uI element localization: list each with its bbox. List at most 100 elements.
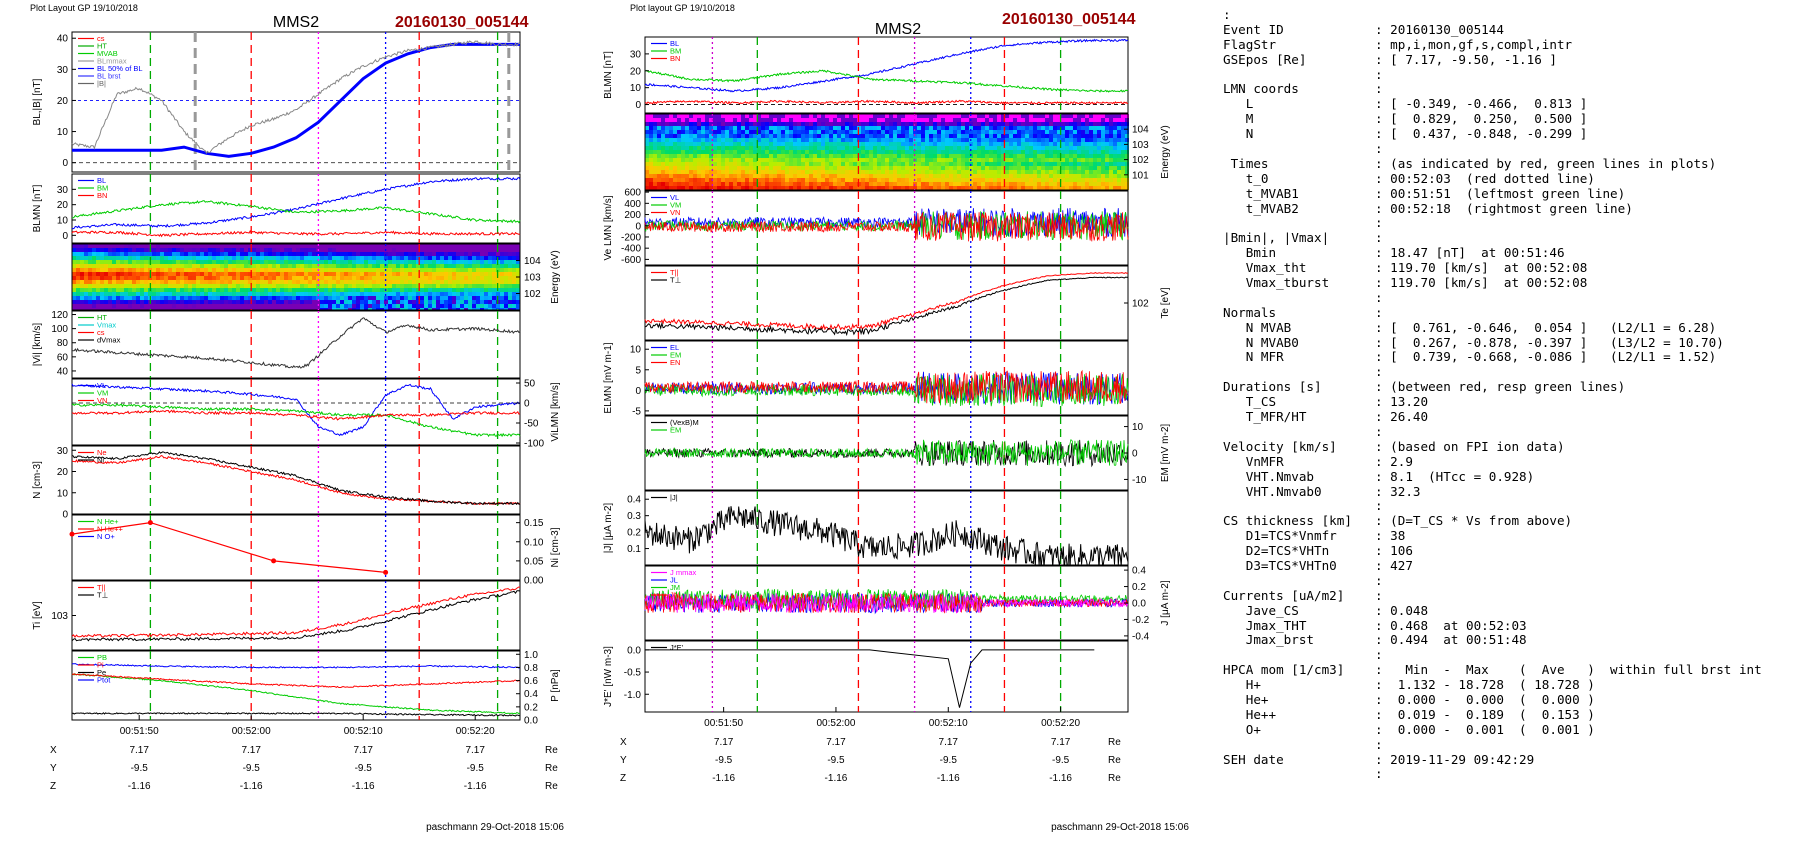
spectrogram-cell <box>785 146 789 150</box>
spectrogram-cell <box>264 288 268 292</box>
spectrogram-cell <box>456 260 460 264</box>
spectrogram-cell <box>240 248 244 252</box>
spectrogram-cell <box>312 300 316 304</box>
spectrogram-cell <box>989 134 993 138</box>
spectrogram-cell <box>1109 118 1113 122</box>
spectrogram-cell <box>300 268 304 272</box>
spectrogram-cell <box>1057 174 1061 178</box>
spectrogram-cell <box>745 122 749 126</box>
spectrogram-cell <box>492 280 496 284</box>
spectrogram-cell <box>973 170 977 174</box>
spectrogram-cell <box>777 126 781 130</box>
spectrogram-cell <box>1109 166 1113 170</box>
spectrogram-cell <box>889 174 893 178</box>
spectrogram-cell <box>953 130 957 134</box>
spectrogram-cell <box>484 256 488 260</box>
spectrogram-cell <box>861 182 865 186</box>
spectrogram-cell <box>737 166 741 170</box>
spectrogram-cell <box>1105 130 1109 134</box>
spectrogram-cell <box>821 134 825 138</box>
spectrogram-cell <box>512 260 516 264</box>
spectrogram-cell <box>392 252 396 256</box>
spectrogram-cell <box>957 134 961 138</box>
spectrogram-cell <box>268 260 272 264</box>
spectrogram-cell <box>224 272 228 276</box>
spectrogram-cell <box>649 118 653 122</box>
spectrogram-cell <box>488 276 492 280</box>
spectrogram-cell <box>1061 122 1065 126</box>
spectrogram-cell <box>1113 158 1117 162</box>
spectrogram-cell <box>88 264 92 268</box>
series-line <box>71 317 521 369</box>
spectrogram-cell <box>484 304 488 308</box>
spectrogram-cell <box>176 304 180 308</box>
spectrogram-cell <box>1073 146 1077 150</box>
spectrogram-cell <box>809 146 813 150</box>
spectrogram-cell <box>649 178 653 182</box>
spectrogram-cell <box>256 256 260 260</box>
summary-key: : <box>1223 7 1231 22</box>
spectrogram-cell <box>512 272 516 276</box>
spectrogram-cell <box>76 248 80 252</box>
spectrogram-cell <box>785 142 789 146</box>
spectrogram-cell <box>925 146 929 150</box>
spectrogram-cell <box>1041 130 1045 134</box>
spectrogram-cell <box>512 288 516 292</box>
spectrogram-cell <box>188 260 192 264</box>
spectrogram-cell <box>348 300 352 304</box>
summary-line: Velocity [km/s]: (based on FPI ion data) <box>1223 439 1798 455</box>
spectrogram-cell <box>741 130 745 134</box>
spectrogram-cell <box>280 304 284 308</box>
spectrogram-cell <box>993 138 997 142</box>
spectrogram-cell <box>232 296 236 300</box>
spectrogram-cell <box>180 272 184 276</box>
spectrogram-cell <box>1009 142 1013 146</box>
spectrogram-cell <box>372 272 376 276</box>
spectrogram-cell <box>200 268 204 272</box>
spectrogram-cell <box>789 178 793 182</box>
spectrogram-cell <box>212 288 216 292</box>
spectrogram-cell <box>889 142 893 146</box>
summary-key: M <box>1223 111 1254 127</box>
spectrogram-cell <box>993 118 997 122</box>
spectrogram-cell <box>500 272 504 276</box>
spectrogram-cell <box>697 182 701 186</box>
spectrogram-cell <box>909 138 913 142</box>
spectrogram-cell <box>1021 166 1025 170</box>
spectrogram-cell <box>276 300 280 304</box>
spectrogram-cell <box>989 186 993 190</box>
spectrogram-cell <box>805 134 809 138</box>
spectrogram-cell <box>1109 138 1113 142</box>
spectrogram-cell <box>400 272 404 276</box>
spectrogram-cell <box>893 182 897 186</box>
spectrogram-cell <box>789 162 793 166</box>
orbit-value: 7.17 <box>1051 737 1071 748</box>
spectrogram-cell <box>312 296 316 300</box>
spectrogram-cell <box>184 288 188 292</box>
spectrogram-cell <box>933 182 937 186</box>
spectrogram-cell <box>128 248 132 252</box>
spectrogram-cell <box>108 256 112 260</box>
spectrogram-cell <box>881 154 885 158</box>
spectrogram-cell <box>1073 126 1077 130</box>
spectrogram-cell <box>1021 162 1025 166</box>
spectrogram-cell <box>905 174 909 178</box>
spectrogram-cell <box>769 118 773 122</box>
tick-label: 103 <box>51 611 68 622</box>
spectrogram-cell <box>961 166 965 170</box>
spectrogram-cell <box>833 186 837 190</box>
spectrogram-cell <box>288 272 292 276</box>
spectrogram-cell <box>881 126 885 130</box>
spectrogram-cell <box>452 264 456 268</box>
spectrogram-cell <box>793 126 797 130</box>
spectrogram-cell <box>76 260 80 264</box>
tick-label: 0.2 <box>524 702 538 713</box>
spectrogram-cell <box>709 114 713 118</box>
spectrogram-cell <box>885 146 889 150</box>
spectrogram-cell <box>136 272 140 276</box>
spectrogram-cell <box>368 304 372 308</box>
spectrogram-cell <box>476 264 480 268</box>
spectrogram-cell <box>120 272 124 276</box>
spectrogram-cell <box>268 276 272 280</box>
spectrogram-cell <box>156 292 160 296</box>
